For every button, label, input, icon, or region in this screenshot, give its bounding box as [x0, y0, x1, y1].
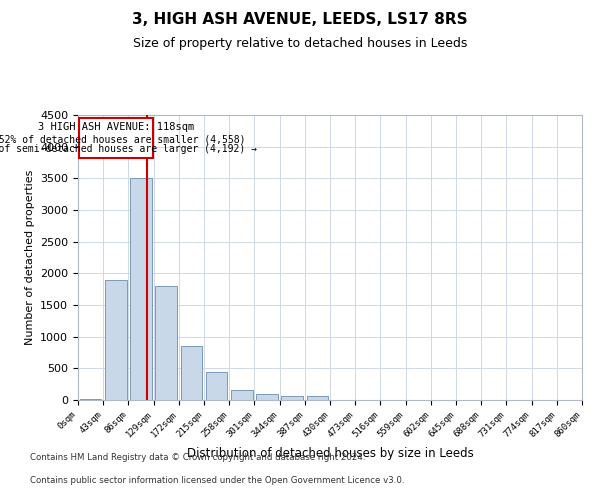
Bar [80, 398, 101, 400]
Bar [130, 178, 152, 400]
X-axis label: Distribution of detached houses by size in Leeds: Distribution of detached houses by size … [187, 447, 473, 460]
Bar [281, 396, 303, 400]
Bar [256, 394, 278, 400]
Bar [206, 372, 227, 400]
Y-axis label: Number of detached properties: Number of detached properties [25, 170, 35, 345]
Text: 3, HIGH ASH AVENUE, LEEDS, LS17 8RS: 3, HIGH ASH AVENUE, LEEDS, LS17 8RS [132, 12, 468, 28]
Bar [105, 280, 127, 400]
Text: ← 52% of detached houses are smaller (4,558): ← 52% of detached houses are smaller (4,… [0, 134, 245, 144]
Bar [181, 346, 202, 400]
Text: Contains public sector information licensed under the Open Government Licence v3: Contains public sector information licen… [30, 476, 404, 485]
Bar [307, 396, 328, 400]
FancyBboxPatch shape [79, 118, 154, 158]
Text: Size of property relative to detached houses in Leeds: Size of property relative to detached ho… [133, 38, 467, 51]
Text: Contains HM Land Registry data © Crown copyright and database right 2024.: Contains HM Land Registry data © Crown c… [30, 454, 365, 462]
Text: 48% of semi-detached houses are larger (4,192) →: 48% of semi-detached houses are larger (… [0, 144, 257, 154]
Text: 3 HIGH ASH AVENUE: 118sqm: 3 HIGH ASH AVENUE: 118sqm [38, 122, 194, 132]
Bar [231, 390, 253, 400]
Bar [155, 286, 177, 400]
